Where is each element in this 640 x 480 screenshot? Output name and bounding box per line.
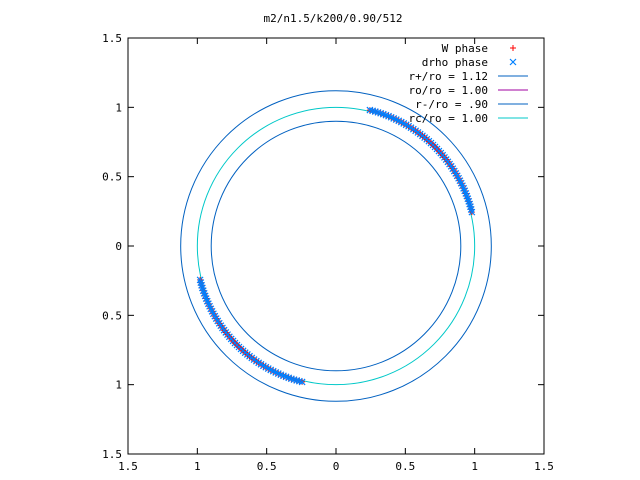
radius-circles: [180, 90, 492, 402]
axis-ticks: 1.5 1 0.5 0 0.5 1 1.51.510.500.511.5: [102, 32, 554, 473]
drho-phase-point: [196, 276, 204, 284]
radius-circle: [210, 120, 462, 372]
y-tick-label: 0.5: [102, 171, 122, 184]
y-tick-label: 1.5: [102, 448, 122, 461]
legend-label: r+/ro = 1.12: [409, 70, 488, 83]
legend-label: W phase: [442, 42, 488, 55]
x-tick-label: 1: [194, 460, 201, 473]
y-tick-label: 0: [115, 240, 122, 253]
radius-circle: [196, 106, 476, 386]
x-tick-label: 1.5: [534, 460, 554, 473]
legend-marker: [510, 45, 516, 51]
legend-label: drho phase: [422, 56, 488, 69]
legend-marker: [509, 58, 517, 66]
chart-title: m2/n1.5/k200/0.90/512: [263, 12, 402, 25]
x-tick-label: 0.5: [257, 460, 277, 473]
legend-label: r-/ro = .90: [415, 98, 488, 111]
radius-circle: [180, 90, 492, 402]
x-tick-label: 0.5: [395, 460, 415, 473]
phase-points: [196, 106, 476, 386]
legend-label: rc/ro = 1.00: [409, 112, 488, 125]
x-tick-label: 1.5: [118, 460, 138, 473]
y-tick-label: 1: [115, 101, 122, 114]
legend-label: ro/ro = 1.00: [409, 84, 488, 97]
drho-phase-point: [468, 208, 476, 216]
y-tick-label: 1.5: [102, 32, 122, 45]
x-tick-label: 0: [333, 460, 340, 473]
x-tick-label: 1: [471, 460, 478, 473]
y-tick-label: 1: [115, 379, 122, 392]
y-tick-label: 0.5: [102, 309, 122, 322]
